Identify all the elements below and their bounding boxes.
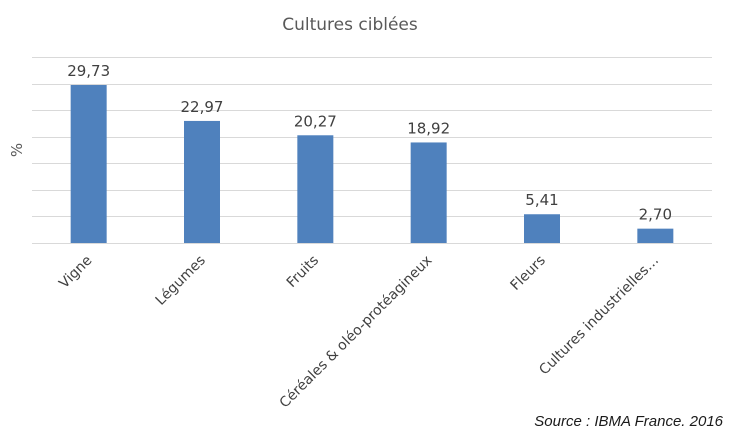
- gridlines: [32, 57, 712, 244]
- data-labels: 29,73 22,97 20,27 18,92 5,41 2,70: [67, 62, 672, 224]
- category-label: Vigne: [56, 253, 95, 292]
- category-label: Légumes: [153, 253, 209, 309]
- bars: [70, 85, 674, 243]
- data-label: 22,97: [181, 98, 224, 116]
- bar: [70, 85, 107, 243]
- y-axis-label: %: [8, 143, 26, 157]
- bar: [297, 135, 334, 243]
- chart-title: Cultures ciblées: [282, 15, 418, 35]
- source-note: Source : IBMA France. 2016: [534, 413, 723, 430]
- data-label: 29,73: [67, 62, 110, 80]
- bar: [524, 214, 560, 243]
- bar: [184, 120, 220, 243]
- bar: [410, 142, 447, 243]
- data-label: 2,70: [639, 206, 672, 224]
- bar: [637, 228, 674, 243]
- data-label: 5,41: [525, 191, 558, 209]
- data-label: 20,27: [294, 112, 337, 130]
- category-label: Cultures industrielles…: [536, 253, 662, 379]
- category-label: Fruits: [284, 253, 322, 291]
- data-label: 18,92: [407, 119, 450, 137]
- category-label: Fleurs: [507, 253, 548, 294]
